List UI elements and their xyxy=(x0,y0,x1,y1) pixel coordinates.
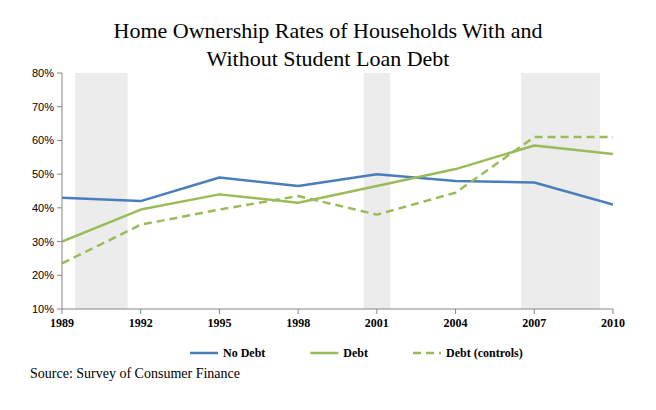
y-tick-label: 30% xyxy=(32,236,54,248)
y-axis-line xyxy=(62,73,63,309)
y-tick-label: 20% xyxy=(32,269,54,281)
series-line xyxy=(62,145,613,241)
chart-title: Home Ownership Rates of Households With … xyxy=(114,18,543,71)
x-axis-line xyxy=(62,309,613,310)
legend-swatch xyxy=(190,352,218,355)
x-tick-label: 2004 xyxy=(444,316,468,330)
x-tick xyxy=(298,309,299,314)
title-line: Without Student Loan Debt xyxy=(207,46,450,71)
x-tick-label: 2007 xyxy=(522,316,546,330)
y-tick xyxy=(57,73,62,74)
chart-svg: Home Ownership Rates of Households With … xyxy=(0,0,656,410)
y-tick-label: 40% xyxy=(32,202,54,214)
y-tick-label: 10% xyxy=(32,303,54,315)
x-tick-label: 1998 xyxy=(286,316,310,330)
x-tick-label: 1992 xyxy=(129,316,153,330)
y-tick xyxy=(57,140,62,141)
y-tick-label: 70% xyxy=(32,101,54,113)
title-line: Home Ownership Rates of Households With … xyxy=(114,18,543,43)
legend-label: Debt (controls) xyxy=(446,346,523,360)
y-tick-label: 80% xyxy=(32,67,54,79)
y-tick xyxy=(57,174,62,175)
x-tick xyxy=(140,309,141,314)
x-tick xyxy=(534,309,535,314)
y-tick xyxy=(57,207,62,208)
legend: No Debt Debt Debt (controls) xyxy=(190,346,523,360)
shaded-band xyxy=(75,73,127,309)
shaded-band xyxy=(364,73,390,309)
legend-swatch xyxy=(413,352,441,355)
x-tick xyxy=(62,309,63,314)
y-tick xyxy=(57,241,62,242)
x-tick xyxy=(455,309,456,314)
x-tick xyxy=(376,309,377,314)
y-tick-label: 50% xyxy=(32,168,54,180)
y-tick xyxy=(57,275,62,276)
x-tick-label: 2010 xyxy=(601,316,625,330)
series-line xyxy=(62,137,613,263)
x-tick-label: 1989 xyxy=(50,316,74,330)
source-note: Source: Survey of Consumer Finance xyxy=(30,366,240,381)
y-tick xyxy=(57,106,62,107)
chart-container: Home Ownership Rates of Households With … xyxy=(0,0,656,410)
axes: 10% 20% 30% 40% 50% 60% 70% 80% 1989 1992 1995 1998… xyxy=(32,67,625,330)
series-line xyxy=(62,174,613,204)
legend-swatch xyxy=(310,352,338,355)
x-tick xyxy=(219,309,220,314)
legend-label: Debt xyxy=(343,346,368,360)
y-tick xyxy=(57,309,62,310)
x-tick-label: 1995 xyxy=(207,316,231,330)
legend-label: No Debt xyxy=(223,346,265,360)
x-tick-label: 2001 xyxy=(365,316,389,330)
y-tick-label: 60% xyxy=(32,134,54,146)
plot-area xyxy=(62,73,613,309)
x-tick xyxy=(613,309,614,314)
